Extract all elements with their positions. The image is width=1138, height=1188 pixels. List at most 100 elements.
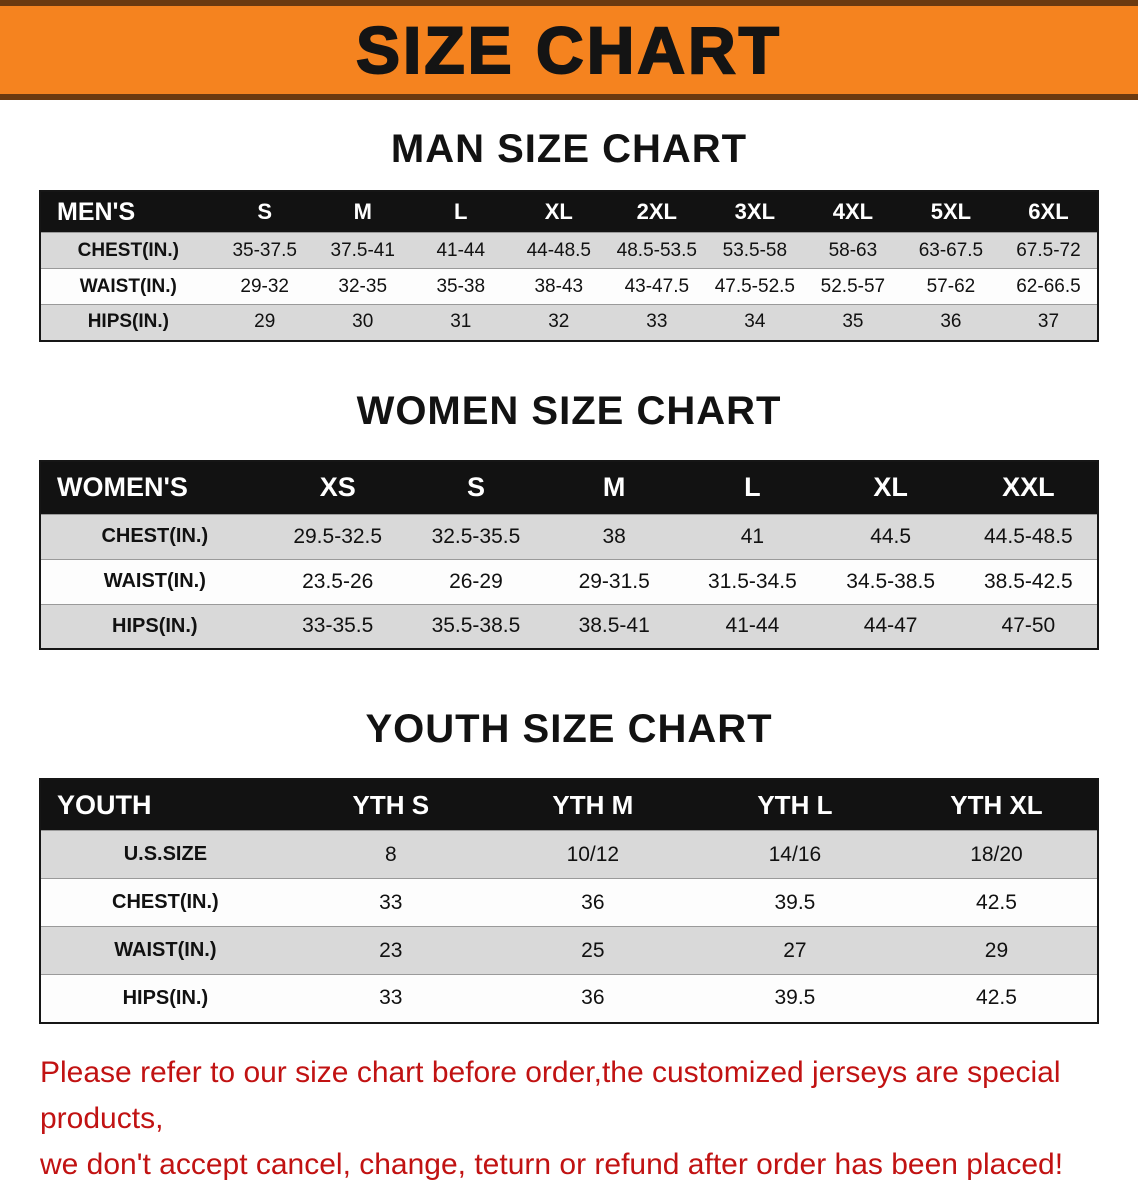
size-value-cell: 38-43 (534, 275, 584, 297)
size-column-header: M (545, 460, 684, 514)
size-value-cell: 29 (984, 938, 1009, 962)
size-column-header: YTH XL (895, 779, 1098, 831)
size-column-header: 2XL (607, 191, 706, 233)
size-value-cell: 53.5-58 (722, 239, 788, 261)
youth-section-heading: YOUTH SIZE CHART (365, 707, 773, 751)
size-value-cell: 29-31.5 (578, 569, 650, 593)
size-column-header: L (411, 191, 510, 233)
size-value-cell: 33 (646, 311, 668, 333)
table-row: CHEST(IN.) 35-37.5 37.5-41 41-44 44-48.5 48.5… (40, 232, 1098, 269)
women-section-heading: WOMEN SIZE CHART (356, 388, 782, 433)
banner: SIZE CHART (0, 0, 1138, 100)
size-value-cell: 23.5-26 (302, 569, 374, 593)
size-value-cell: 62-66.5 (1016, 275, 1081, 297)
size-value-cell: 30 (352, 311, 374, 333)
size-value-cell: 35 (842, 311, 864, 333)
row-label: WAIST(IN.) (103, 570, 206, 592)
row-label: HIPS(IN.) (112, 614, 198, 637)
size-value-cell: 44.5-48.5 (984, 524, 1073, 548)
youth-size-section: YOUTH SIZE CHART YOUTH YTH S YTH M YTH L YTH… (0, 706, 1138, 1024)
size-value-cell: 39.5 (774, 986, 816, 1010)
size-value-cell: 37.5-41 (330, 239, 395, 261)
table-body: U.S.SIZE 8 10/12 14/16 18/20 CHEST(IN.) 33 36 39… (40, 830, 1098, 1023)
size-value-cell: 44.5 (870, 524, 912, 548)
table-corner-label: MEN'S (40, 191, 216, 233)
size-value-cell: 14/16 (768, 842, 822, 866)
size-value-cell: 67.5-72 (1016, 239, 1081, 261)
size-value-cell: 37 (1037, 311, 1060, 333)
youth-size-table: YOUTH YTH S YTH M YTH L YTH XL U.S.SIZE 8 10/12… (39, 778, 1099, 1024)
table-body: CHEST(IN.) 29.5-32.5 32.5-35.5 38 41 44.5 44.5… (40, 514, 1098, 649)
row-label: WAIST(IN.) (79, 275, 177, 297)
size-value-cell: 33-35.5 (302, 614, 374, 638)
table-head: YOUTH YTH S YTH M YTH L YTH XL (40, 779, 1098, 831)
size-column-header: XL (821, 460, 960, 514)
size-column-header: S (215, 191, 314, 233)
men-size-table: MEN'S S M L XL 2XL 3XL 4XL 5XL 6XL CHEST(IN.) 35-37… (39, 190, 1099, 342)
table-row: HIPS(IN.) 33-35.5 35.5-38.5 38.5-41 41-44 44-… (40, 604, 1098, 649)
notice-line-2: we don't accept cancel, change, teturn o… (40, 1147, 1064, 1181)
row-label: U.S.SIZE (123, 843, 208, 865)
row-label: CHEST(IN.) (112, 891, 219, 913)
size-value-cell: 31.5-34.5 (708, 569, 797, 593)
size-column-header: XS (268, 460, 407, 514)
size-value-cell: 27 (783, 938, 807, 962)
table-corner-label: YOUTH (40, 779, 290, 831)
size-value-cell: 47.5-52.5 (714, 275, 795, 297)
row-label: CHEST(IN.) (77, 239, 179, 261)
size-value-cell: 29 (254, 311, 276, 333)
table-header-row: WOMEN'S XS S M L XL XXL (40, 460, 1098, 514)
size-column-header: 3XL (705, 191, 804, 233)
size-value-cell: 31 (450, 311, 472, 333)
size-value-cell: 33 (379, 986, 403, 1010)
size-column-header: 4XL (803, 191, 902, 233)
size-value-cell: 43-47.5 (624, 275, 690, 297)
size-column-header: YTH S (289, 779, 492, 831)
size-value-cell: 32 (548, 311, 570, 333)
size-column-header: XL (509, 191, 608, 233)
size-value-cell: 26-29 (449, 569, 503, 593)
size-value-cell: 23 (379, 938, 403, 962)
size-value-cell: 32.5-35.5 (431, 524, 521, 548)
size-value-cell: 36 (581, 986, 605, 1010)
size-value-cell: 57-62 (926, 275, 976, 297)
size-value-cell: 42.5 (976, 890, 1017, 914)
table-head: MEN'S S M L XL 2XL 3XL 4XL 5XL 6XL (40, 191, 1098, 233)
size-value-cell: 34 (744, 311, 766, 333)
size-column-header: S (406, 460, 546, 514)
size-value-cell: 35-37.5 (232, 239, 297, 261)
women-size-section: WOMEN SIZE CHART WOMEN'S XS S M L XL XXL CHEST(… (0, 388, 1138, 650)
size-value-cell: 38.5-41 (578, 614, 650, 638)
size-value-cell: 38.5-42.5 (984, 569, 1073, 593)
size-column-header: L (683, 460, 822, 514)
men-size-section: MAN SIZE CHART MEN'S S M L XL 2XL 3XL 4XL 5XL 6XL… (0, 126, 1138, 342)
size-value-cell: 38 (602, 524, 626, 548)
size-value-cell: 33 (379, 890, 403, 914)
table-header-row: MEN'S S M L XL 2XL 3XL 4XL 5XL 6XL (40, 191, 1098, 233)
table-row: CHEST(IN.) 33 36 39.5 42.5 (40, 878, 1098, 927)
size-value-cell: 44-47 (863, 614, 918, 638)
size-value-cell: 10/12 (566, 842, 620, 866)
size-value-cell: 47-50 (1001, 614, 1056, 638)
table-body: CHEST(IN.) 35-37.5 37.5-41 41-44 44-48.5 48.5… (40, 232, 1098, 341)
size-value-cell: 48.5-53.5 (616, 239, 697, 261)
table-row: U.S.SIZE 8 10/12 14/16 18/20 (40, 830, 1098, 879)
size-value-cell: 39.5 (774, 890, 816, 914)
size-value-cell: 41-44 (436, 239, 486, 261)
size-value-cell: 35.5-38.5 (431, 614, 521, 638)
table-row: WAIST(IN.) 23.5-26 26-29 29-31.5 31.5-34.5 34… (40, 559, 1098, 604)
size-value-cell: 32-35 (338, 275, 388, 297)
size-column-header: YTH M (491, 779, 694, 831)
notice-line-1: Please refer to our size chart before or… (40, 1055, 1061, 1135)
table-row: CHEST(IN.) 29.5-32.5 32.5-35.5 38 41 44.5 44.5… (40, 514, 1098, 559)
table-corner-label: WOMEN'S (40, 460, 269, 514)
row-label: CHEST(IN.) (101, 525, 209, 547)
size-value-cell: 29-32 (240, 275, 289, 297)
size-value-cell: 36 (581, 890, 605, 914)
size-value-cell: 41-44 (725, 614, 780, 638)
size-value-cell: 35-38 (436, 275, 486, 297)
size-value-cell: 42.5 (976, 986, 1017, 1010)
size-value-cell: 34.5-38.5 (846, 569, 936, 593)
size-value-cell: 18/20 (970, 842, 1023, 866)
